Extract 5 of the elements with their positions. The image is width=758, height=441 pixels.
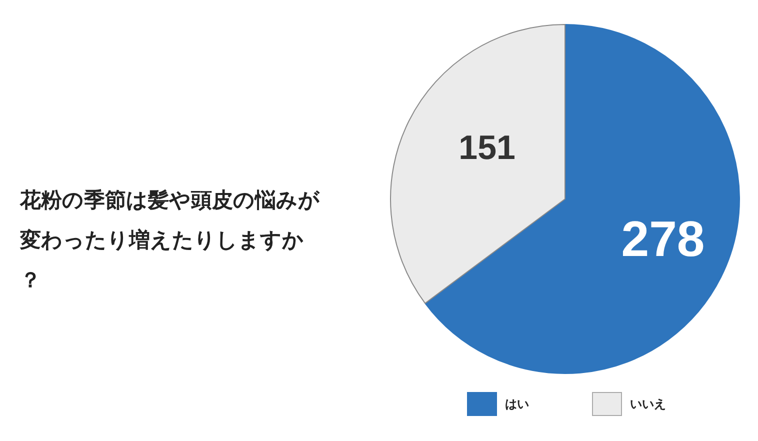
text: 花粉の季節は髪や頭皮の悩みが変わったり増えたりしますか？ xyxy=(20,187,320,294)
data-label: 151 xyxy=(458,129,516,168)
legend-label: いいえ xyxy=(630,396,666,412)
data-label: 278 xyxy=(621,210,705,267)
legend-label: はい xyxy=(505,396,529,412)
